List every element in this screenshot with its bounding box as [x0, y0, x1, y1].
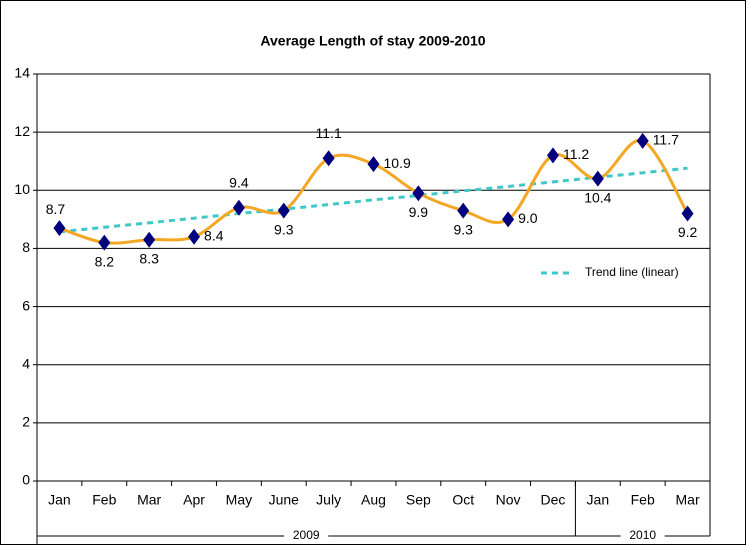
marker — [546, 147, 559, 164]
y-tick-label: 14 — [14, 65, 30, 81]
x-tick-label: Sep — [406, 492, 431, 508]
y-tick-label: 8 — [22, 239, 30, 255]
x-tick-label: Dec — [541, 492, 566, 508]
x-tick-label: Feb — [631, 492, 655, 508]
data-label: 11.2 — [563, 146, 589, 162]
data-label: 9.4 — [229, 174, 249, 190]
marker — [53, 220, 66, 237]
y-tick-label: 6 — [22, 297, 30, 313]
data-label: 9.3 — [274, 221, 294, 237]
marker — [367, 156, 380, 173]
data-label: 8.7 — [46, 201, 66, 217]
x-tick-label: Oct — [452, 492, 474, 508]
group-label: 2009 — [293, 528, 320, 542]
x-tick-label: Jan — [587, 492, 610, 508]
x-tick-label: Jan — [48, 492, 71, 508]
data-label: 9.2 — [678, 224, 698, 240]
y-tick-label: 0 — [22, 472, 30, 488]
data-label: 10.4 — [584, 189, 611, 205]
marker — [502, 211, 515, 228]
marker — [412, 185, 425, 202]
y-tick-label: 4 — [22, 355, 30, 371]
marker — [98, 234, 111, 251]
y-tick-label: 12 — [14, 123, 30, 139]
marker — [188, 228, 201, 245]
x-tick-label: Nov — [496, 492, 521, 508]
data-label: 8.3 — [139, 250, 159, 266]
x-tick-label: Apr — [183, 492, 205, 508]
x-tick-label: Mar — [676, 492, 700, 508]
data-label: 9.3 — [453, 221, 473, 237]
x-tick-label: Feb — [92, 492, 116, 508]
data-label: 9.0 — [518, 210, 538, 226]
marker — [457, 202, 470, 219]
marker — [277, 202, 290, 219]
marker — [681, 205, 694, 222]
data-label: 8.4 — [204, 228, 224, 244]
x-tick-label: May — [226, 492, 252, 508]
marker — [232, 199, 245, 216]
marker — [591, 170, 604, 187]
chart-title: Average Length of stay 2009-2010 — [260, 33, 485, 49]
data-label: 9.9 — [409, 204, 429, 220]
y-tick-label: 2 — [22, 414, 30, 430]
x-tick-label: Aug — [361, 492, 386, 508]
x-tick-label: July — [316, 492, 341, 508]
x-tick-label: Mar — [137, 492, 161, 508]
x-tick-label: June — [269, 492, 300, 508]
data-label: 10.9 — [384, 155, 411, 171]
data-label: 11.7 — [653, 132, 679, 148]
marker — [322, 150, 335, 167]
data-label: 8.2 — [95, 253, 115, 269]
marker — [636, 132, 649, 149]
group-label: 2010 — [629, 528, 656, 542]
marker — [143, 231, 156, 248]
legend-label: Trend line (linear) — [585, 265, 679, 279]
y-tick-label: 10 — [14, 181, 30, 197]
data-label: 11.1 — [316, 125, 342, 141]
